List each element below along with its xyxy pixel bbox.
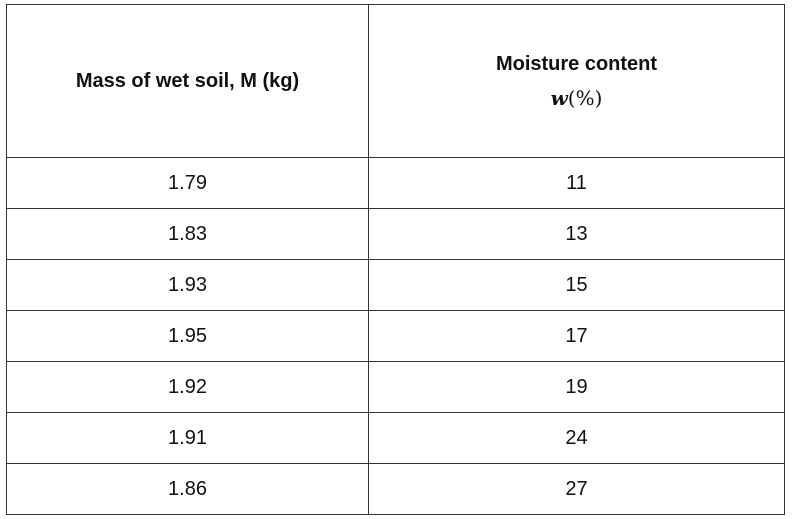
cell-moisture: 24	[368, 412, 785, 464]
cell-mass: 1.79	[6, 157, 369, 209]
cell-mass: 1.95	[6, 310, 369, 362]
cell-mass: 1.83	[6, 208, 369, 260]
cell-moisture: 13	[368, 208, 785, 260]
cell-moisture: 27	[368, 463, 785, 515]
moisture-symbol: w	[550, 86, 568, 110]
header-moisture-unit-line: w(%)	[369, 86, 784, 110]
table-row: 1.95 17	[6, 310, 785, 362]
table-row: 1.86 27	[6, 463, 785, 515]
cell-mass: 1.86	[6, 463, 369, 515]
cell-moisture: 19	[368, 361, 785, 413]
cell-mass: 1.91	[6, 412, 369, 464]
cell-moisture: 17	[368, 310, 785, 362]
table-row: 1.92 19	[6, 361, 785, 413]
cell-moisture: 11	[368, 157, 785, 209]
cell-mass: 1.93	[6, 259, 369, 311]
table-row: 1.79 11	[6, 157, 785, 209]
moisture-unit: (%)	[567, 86, 603, 110]
cell-moisture: 15	[368, 259, 785, 311]
header-mass-wet-soil: Mass of wet soil, M (kg)	[6, 4, 369, 158]
table-row: 1.91 24	[6, 412, 785, 464]
soil-moisture-table: Mass of wet soil, M (kg) Moisture conten…	[6, 4, 785, 515]
header-row: Mass of wet soil, M (kg) Moisture conten…	[6, 4, 785, 158]
data-table-container: Mass of wet soil, M (kg) Moisture conten…	[6, 4, 785, 515]
table-row: 1.83 13	[6, 208, 785, 260]
cell-mass: 1.92	[6, 361, 369, 413]
header-moisture-label: Moisture content	[495, 53, 658, 75]
header-mass-label: Mass of wet soil, M (kg)	[75, 70, 300, 92]
header-moisture-content: Moisture content w(%)	[368, 4, 785, 158]
table-row: 1.93 15	[6, 259, 785, 311]
